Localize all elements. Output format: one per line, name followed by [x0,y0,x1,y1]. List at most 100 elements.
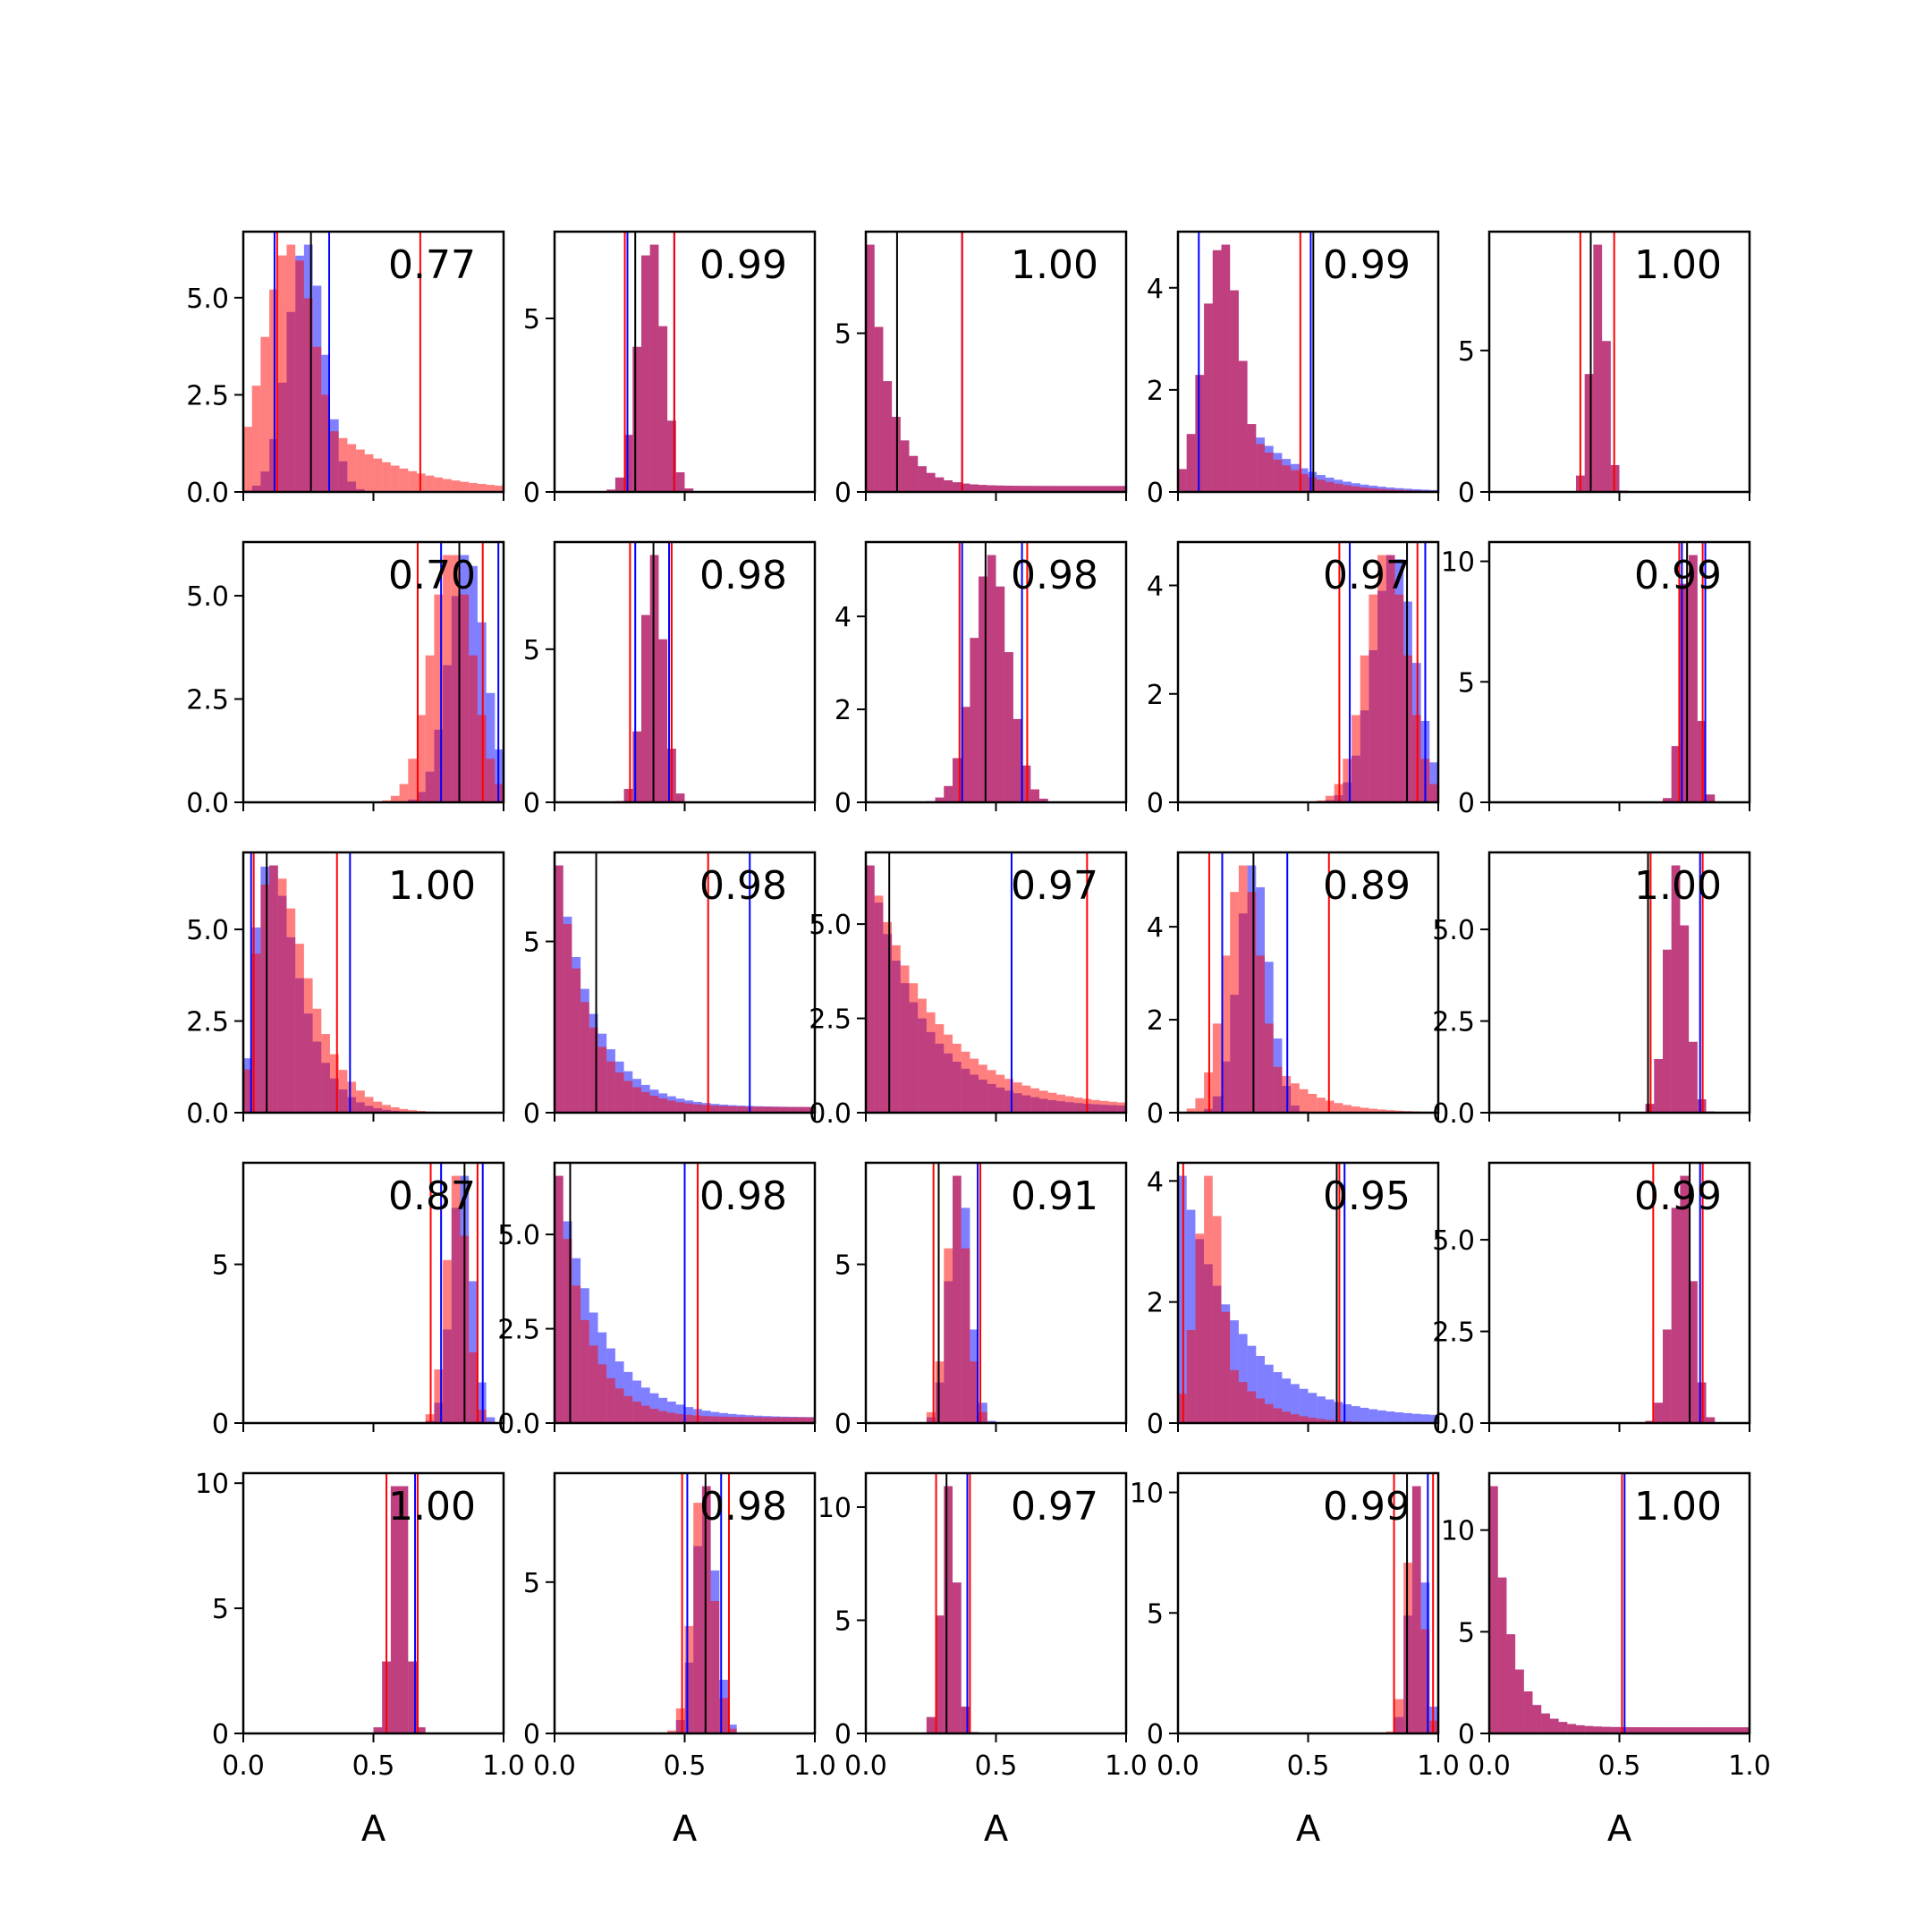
histogram-bar [382,462,391,492]
histogram-bar [563,1239,572,1423]
x-tick-label: 0.0 [1157,1750,1199,1782]
histogram-bar [1030,486,1039,492]
histogram-bar [1291,1083,1300,1113]
histogram-bar [425,475,435,492]
histogram-bar [970,484,979,492]
histogram-bar [1394,1412,1404,1423]
histogram-bar [1593,1726,1603,1733]
histogram-bar [953,1043,962,1113]
histogram-bar [1212,1216,1222,1423]
histogram-bar [1368,487,1378,492]
histogram-panel: 051.00 [1458,230,1751,509]
histogram-bar [364,1097,374,1113]
histogram-bar [1238,865,1248,1113]
y-tick-label: 0.0 [497,1409,540,1440]
histogram-bar [1377,488,1386,492]
histogram-bar [1645,1727,1655,1733]
histogram-bar [1689,555,1698,802]
histogram-bar [641,1091,650,1113]
histogram-bar [1584,1725,1594,1733]
panel-annotation: 0.89 [1323,863,1411,909]
y-tick-label: 10 [1441,547,1475,579]
histogram-bar [443,1259,452,1423]
histogram-bar [1247,1391,1257,1423]
histogram-bar [1178,469,1187,492]
histogram-bar [961,1248,970,1423]
histogram-bar [330,1054,339,1113]
histogram-bar [486,692,496,802]
x-tick-label: 1.0 [1728,1750,1771,1782]
histogram-panel: 050.98 [523,851,817,1130]
histogram-bar [675,472,685,492]
histogram-bar [589,1027,598,1113]
x-axis-label: A [361,1809,386,1850]
x-axis-label: A [984,1809,1009,1850]
y-tick-label: 2 [835,695,852,726]
histogram-bar [762,1417,772,1423]
histogram-bar [1317,1419,1326,1423]
histogram-bar [1039,1090,1048,1113]
histogram-bar [658,1098,668,1113]
histogram-bar [338,437,348,492]
histogram-bar [909,983,919,1113]
histogram-bar [1334,483,1343,492]
histogram-bar [970,1058,979,1113]
histogram-bar [900,440,910,492]
y-tick-label: 5 [523,304,540,335]
histogram-bar [658,326,668,492]
y-tick-label: 0 [835,1409,852,1440]
histogram-bar [693,1104,702,1113]
histogram-bar [1247,1345,1257,1423]
histogram-bar [728,1417,737,1423]
histogram-bar [632,1402,641,1423]
histogram-bar [1004,486,1013,492]
histogram-bar [961,1051,970,1113]
histogram-bar [1186,434,1196,492]
y-tick-label: 5.0 [186,915,229,946]
histogram-bar [658,639,668,802]
histogram-bar [1030,789,1039,802]
histogram-bar [555,1175,564,1423]
histogram-bar [1256,444,1265,492]
y-tick-label: 2.5 [1432,1318,1475,1349]
y-tick-label: 2.5 [186,685,229,716]
y-tick-label: 10 [1130,1479,1164,1510]
y-tick-label: 5 [835,319,852,351]
y-tick-label: 2 [1147,1005,1164,1037]
histogram-bar [390,465,400,492]
histogram-bar [1420,1414,1430,1423]
histogram-panel: 050.98 [523,540,817,819]
histogram-bar [1108,486,1118,492]
x-tick-label: 0.5 [664,1750,707,1782]
histogram-bar [996,586,1005,802]
histogram-bar [417,715,426,802]
histogram-bar [495,485,504,492]
panel-annotation: 0.95 [1323,1174,1411,1219]
histogram-bar [1247,424,1257,492]
histogram-bar [1732,1727,1741,1733]
y-tick-label: 0 [1147,1098,1164,1130]
histogram-bar [1671,1727,1681,1733]
panel-annotation: 0.99 [1323,242,1411,288]
y-tick-label: 4 [1147,274,1164,305]
x-tick-label: 1.0 [1105,1750,1148,1782]
histogram-bar [1411,1486,1421,1733]
histogram-bar [1377,1410,1386,1423]
histogram-bar [1021,486,1031,492]
histogram-bar [390,1106,400,1113]
histogram-bar [745,1417,755,1423]
histogram-bar [580,1319,589,1423]
y-tick-label: 2.5 [1432,1007,1475,1038]
histogram-bar [874,326,884,492]
histogram-bar [460,481,470,492]
y-tick-label: 4 [1147,572,1164,603]
histogram-bar [866,865,875,1113]
histogram-bar [1265,1023,1274,1113]
histogram-bar [649,244,659,492]
histogram-bar [623,789,633,802]
histogram-bar [469,1281,478,1423]
y-tick-label: 4 [1147,1166,1164,1198]
histogram-bar [1576,1724,1585,1733]
histogram-bar [1291,1414,1300,1423]
histogram-bar [684,1414,694,1423]
